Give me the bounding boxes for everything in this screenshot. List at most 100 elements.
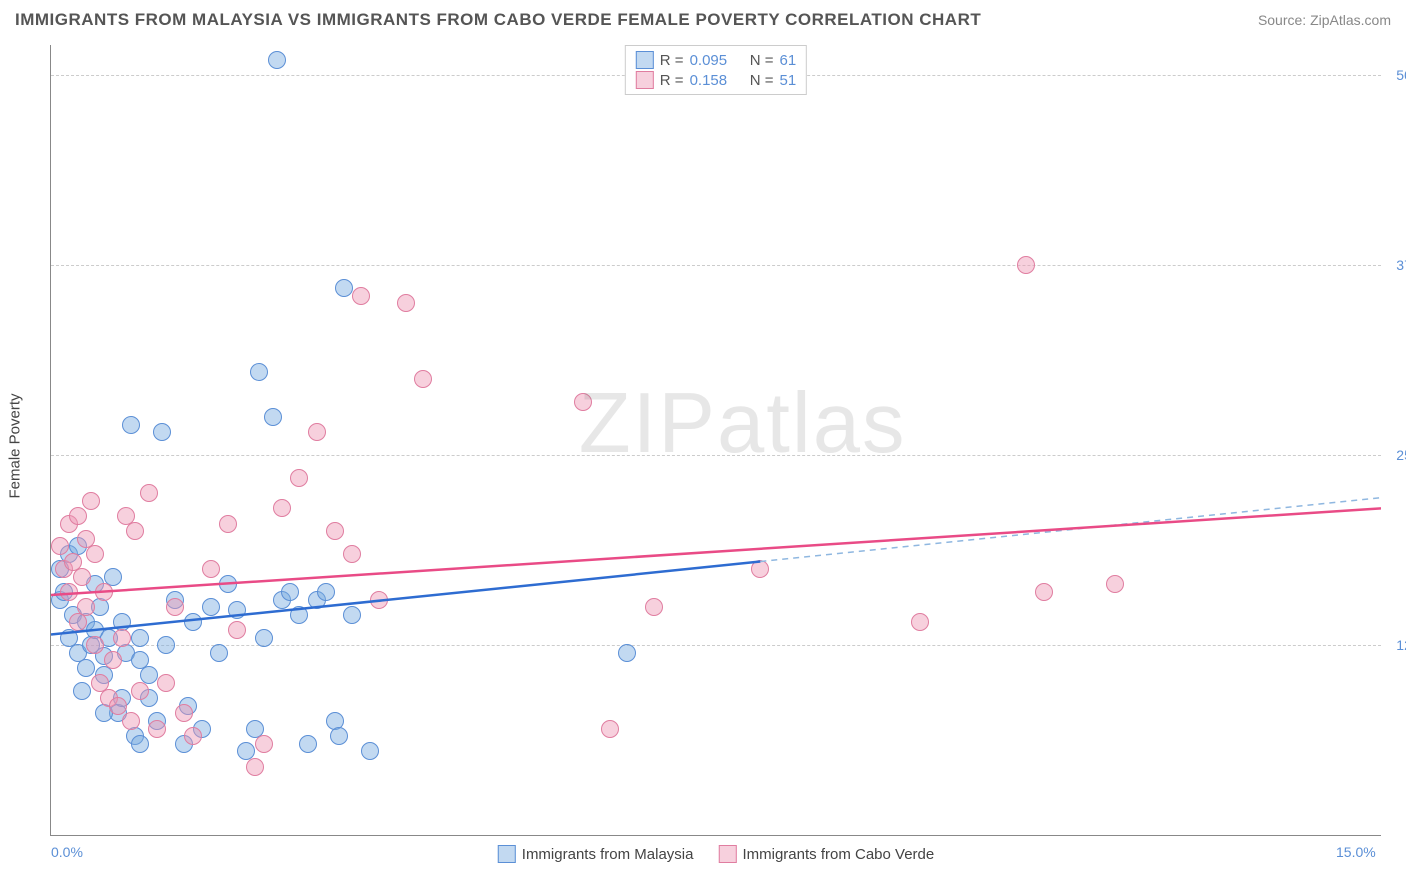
legend-swatch: [636, 51, 654, 69]
ytick-label: 25.0%: [1386, 447, 1406, 463]
scatter-point: [184, 613, 202, 631]
scatter-point: [104, 651, 122, 669]
scatter-point: [95, 583, 113, 601]
xtick-label: 0.0%: [51, 844, 83, 860]
scatter-point: [308, 423, 326, 441]
legend-n-value: 51: [780, 72, 797, 89]
scatter-point: [618, 644, 636, 662]
scatter-point: [255, 735, 273, 753]
scatter-point: [69, 507, 87, 525]
scatter-point: [343, 545, 361, 563]
legend-bottom: Immigrants from Malaysia Immigrants from …: [498, 845, 934, 863]
scatter-point: [352, 287, 370, 305]
scatter-point: [290, 606, 308, 624]
scatter-point: [228, 601, 246, 619]
scatter-point: [268, 51, 286, 69]
scatter-point: [51, 537, 69, 555]
scatter-point: [122, 712, 140, 730]
scatter-point: [210, 644, 228, 662]
legend-top: R = 0.095 N = 61R = 0.158 N = 51: [625, 45, 807, 95]
scatter-point: [202, 598, 220, 616]
scatter-point: [82, 492, 100, 510]
legend-bottom-item: Immigrants from Malaysia: [498, 845, 694, 863]
gridline: [51, 455, 1381, 456]
scatter-point: [131, 735, 149, 753]
scatter-point: [273, 499, 291, 517]
legend-top-row: R = 0.095 N = 61: [636, 50, 796, 70]
gridline: [51, 645, 1381, 646]
scatter-point: [109, 697, 127, 715]
scatter-point: [86, 545, 104, 563]
scatter-point: [911, 613, 929, 631]
scatter-point: [157, 636, 175, 654]
y-axis-label: Female Poverty: [7, 393, 24, 498]
scatter-point: [1035, 583, 1053, 601]
scatter-point: [140, 484, 158, 502]
legend-n-value: 61: [780, 52, 797, 69]
scatter-point: [77, 598, 95, 616]
scatter-point: [77, 659, 95, 677]
legend-series-label: Immigrants from Cabo Verde: [742, 846, 934, 863]
scatter-point: [330, 727, 348, 745]
legend-top-row: R = 0.158 N = 51: [636, 70, 796, 90]
scatter-point: [343, 606, 361, 624]
legend-n-label: N =: [746, 52, 774, 69]
gridline: [51, 265, 1381, 266]
scatter-point: [751, 560, 769, 578]
scatter-point: [361, 742, 379, 760]
scatter-point: [122, 416, 140, 434]
scatter-point: [281, 583, 299, 601]
scatter-point: [157, 674, 175, 692]
scatter-point: [601, 720, 619, 738]
scatter-point: [219, 575, 237, 593]
scatter-point: [73, 682, 91, 700]
scatter-point: [148, 720, 166, 738]
scatter-point: [1106, 575, 1124, 593]
scatter-point: [326, 522, 344, 540]
legend-r-label: R =: [660, 52, 684, 69]
legend-swatch: [498, 845, 516, 863]
legend-swatch: [636, 71, 654, 89]
ytick-label: 50.0%: [1386, 67, 1406, 83]
scatter-point: [414, 370, 432, 388]
scatter-point: [166, 598, 184, 616]
ytick-label: 37.5%: [1386, 257, 1406, 273]
scatter-point: [86, 636, 104, 654]
scatter-point: [246, 758, 264, 776]
scatter-point: [255, 629, 273, 647]
watermark: ZIPatlas: [579, 375, 907, 473]
scatter-point: [1017, 256, 1035, 274]
scatter-point: [69, 613, 87, 631]
scatter-point: [299, 735, 317, 753]
scatter-point: [131, 682, 149, 700]
legend-r-value: 0.158: [690, 72, 740, 89]
scatter-point: [335, 279, 353, 297]
scatter-point: [113, 629, 131, 647]
scatter-point: [219, 515, 237, 533]
trend-lines-svg: [51, 45, 1381, 835]
title-bar: IMMIGRANTS FROM MALAYSIA VS IMMIGRANTS F…: [15, 10, 1391, 30]
legend-series-label: Immigrants from Malaysia: [522, 846, 694, 863]
legend-bottom-item: Immigrants from Cabo Verde: [718, 845, 934, 863]
scatter-point: [645, 598, 663, 616]
chart-title: IMMIGRANTS FROM MALAYSIA VS IMMIGRANTS F…: [15, 10, 981, 30]
legend-r-value: 0.095: [690, 52, 740, 69]
plot-area: ZIPatlas 12.5%25.0%37.5%50.0%0.0%15.0%R …: [50, 45, 1381, 836]
scatter-point: [574, 393, 592, 411]
scatter-point: [370, 591, 388, 609]
legend-n-label: N =: [746, 72, 774, 89]
scatter-point: [184, 727, 202, 745]
scatter-point: [290, 469, 308, 487]
legend-r-label: R =: [660, 72, 684, 89]
scatter-point: [202, 560, 220, 578]
xtick-label: 15.0%: [1336, 844, 1376, 860]
scatter-point: [126, 522, 144, 540]
legend-swatch: [718, 845, 736, 863]
scatter-point: [228, 621, 246, 639]
ytick-label: 12.5%: [1386, 637, 1406, 653]
scatter-point: [250, 363, 268, 381]
scatter-point: [60, 583, 78, 601]
source-label: Source: ZipAtlas.com: [1258, 12, 1391, 28]
scatter-point: [317, 583, 335, 601]
scatter-point: [131, 629, 149, 647]
